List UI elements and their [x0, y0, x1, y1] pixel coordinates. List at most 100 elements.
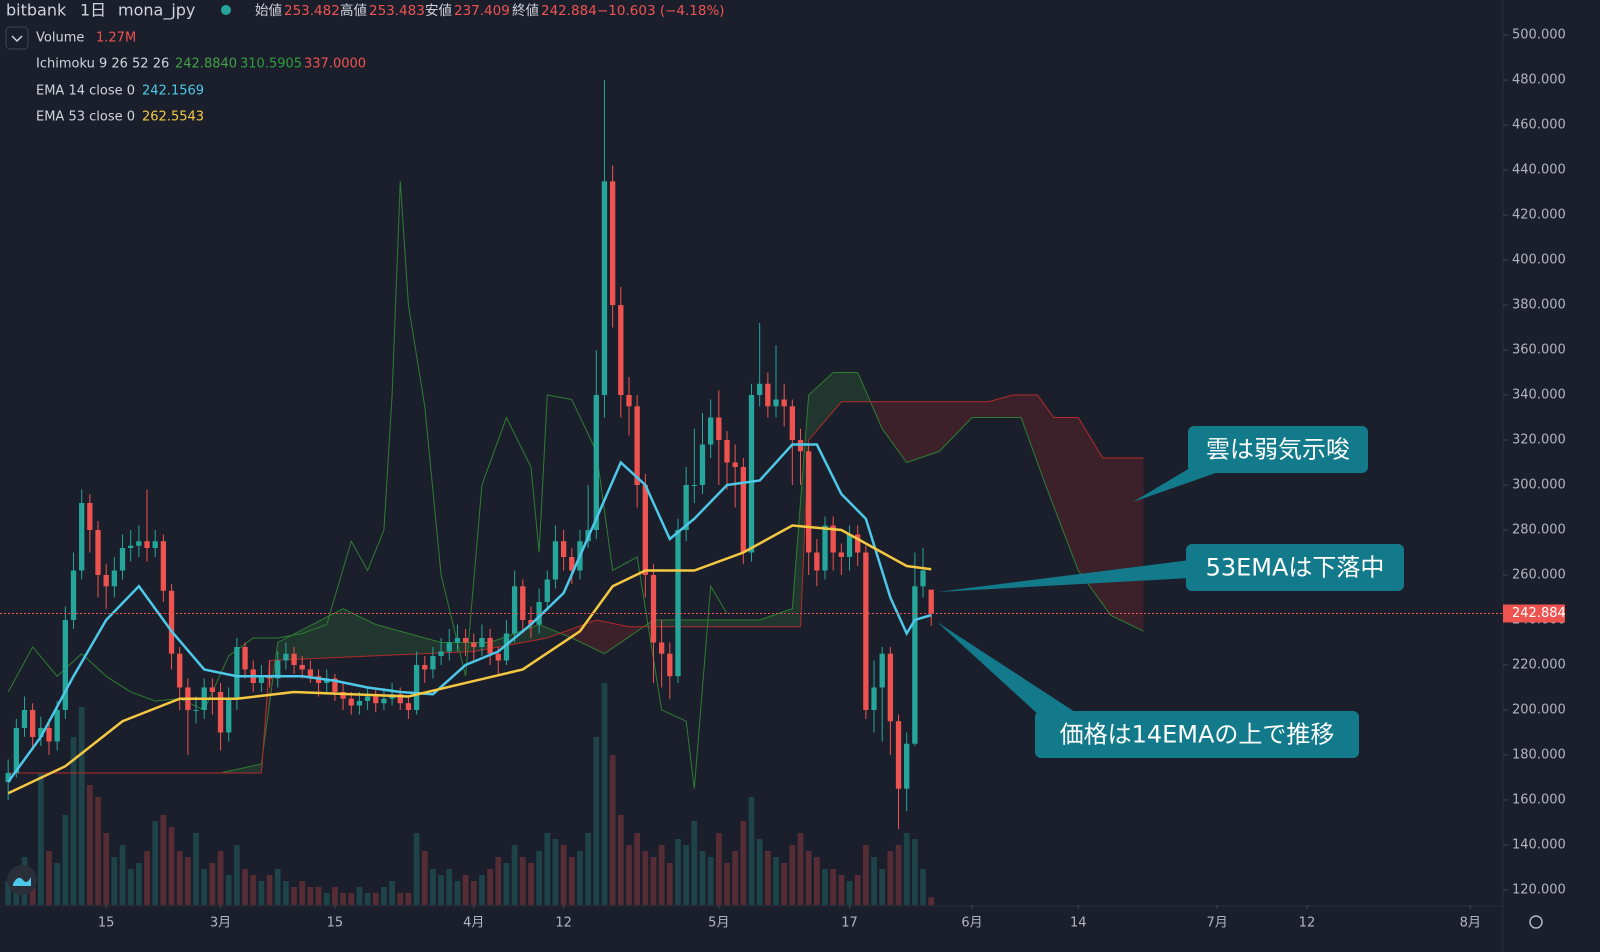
candle-body: [536, 601, 542, 625]
volume-bar: [364, 893, 371, 905]
volume-bar: [593, 737, 600, 905]
candle-body: [806, 451, 812, 553]
candle-body: [879, 653, 885, 688]
candle-body: [193, 709, 199, 711]
price-tag-label: 242.884: [1512, 606, 1566, 621]
candle-body: [152, 541, 158, 548]
candle-body: [863, 552, 869, 710]
candle-body: [381, 698, 387, 704]
volume-bar: [307, 887, 314, 905]
volume-bar: [397, 893, 404, 905]
candle-body: [650, 574, 657, 643]
volume-bar: [185, 857, 191, 905]
volume-bar: [421, 851, 428, 905]
candle-body: [217, 691, 224, 733]
volume-bar: [266, 875, 273, 905]
volume-bar: [136, 863, 142, 905]
volume-bar: [862, 845, 869, 905]
collapse-button[interactable]: [5, 26, 29, 50]
interval[interactable]: 1日: [80, 1, 106, 20]
candle-body: [438, 651, 444, 656]
callout-tail: [937, 560, 1190, 592]
candle-body: [683, 485, 689, 530]
volume-bar: [495, 857, 502, 905]
volume-bar: [111, 857, 118, 905]
volume-bar: [626, 845, 632, 905]
volume-bar: [438, 875, 444, 905]
volume-bar: [323, 893, 330, 905]
volume-bar: [650, 857, 657, 905]
x-tick-label: 8月: [1460, 916, 1481, 931]
candle-body: [348, 698, 354, 706]
volume-bar: [54, 863, 61, 905]
callout-tail: [937, 622, 1075, 716]
settings-icon[interactable]: [1529, 915, 1543, 929]
volume-bar: [822, 869, 828, 905]
y-tick-label: 200.000: [1512, 702, 1566, 717]
volume-bar: [144, 851, 150, 905]
legend-value: 310.5905: [240, 57, 302, 72]
candle-body: [642, 485, 648, 575]
volume-bar: [675, 839, 681, 905]
volume-bar: [479, 875, 485, 905]
volume-bar: [332, 887, 338, 905]
candle-body: [5, 772, 11, 782]
volume-bar: [797, 833, 804, 905]
volume-bar: [699, 851, 706, 905]
callout-box: [1035, 711, 1359, 758]
volume-bar: [560, 845, 567, 905]
candle-body: [699, 444, 706, 486]
candle-body: [471, 642, 477, 647]
y-tick-label: 440.000: [1512, 163, 1566, 178]
candle-body: [855, 534, 861, 553]
volume-bar: [225, 875, 232, 905]
volume-bar: [928, 897, 935, 905]
volume-bar: [871, 857, 877, 905]
volume-bar: [5, 881, 12, 905]
candle-body: [332, 678, 338, 692]
volume-bar: [152, 821, 159, 905]
legend-label: Volume: [36, 31, 84, 46]
volume-bar: [715, 833, 722, 905]
legend-value: 242.8840: [175, 57, 237, 72]
candle-body: [177, 653, 183, 688]
candle-body: [708, 417, 714, 445]
volume-bar: [193, 833, 199, 905]
candle-body: [732, 462, 738, 468]
x-tick-label: 14: [1070, 916, 1087, 931]
candle-body: [609, 181, 616, 306]
candle-body: [144, 541, 150, 548]
candle-body: [479, 637, 485, 647]
volume-bar: [315, 887, 322, 905]
span-b: [8, 394, 1144, 774]
volume-bar: [274, 869, 281, 905]
logo-icon: [13, 877, 31, 886]
candle-body: [340, 691, 346, 699]
candle-body: [675, 529, 681, 677]
candle-body: [658, 642, 665, 654]
x-tick-label: 17: [841, 916, 858, 931]
volume-bar: [405, 893, 412, 905]
logo[interactable]: [7, 865, 37, 895]
ohlc-label: 始値: [255, 3, 282, 19]
candle-body: [21, 709, 28, 728]
status-dot: [221, 5, 231, 15]
volume-bar: [258, 881, 265, 905]
callout-box: [1186, 544, 1404, 591]
callout-text: 雲は弱気示唆: [1206, 436, 1350, 464]
volume-bar: [340, 893, 346, 905]
candle-body: [748, 395, 755, 553]
y-tick-label: 140.000: [1512, 837, 1566, 852]
volume-bar: [462, 875, 469, 905]
volume-bar: [577, 851, 583, 905]
volume-bar: [37, 773, 44, 905]
volume-bar: [242, 869, 248, 905]
volume-bar: [912, 839, 918, 905]
symbol[interactable]: mona_jpy: [118, 1, 195, 21]
candle-body: [822, 525, 828, 571]
volume-bar: [609, 755, 616, 905]
candle-body: [79, 503, 85, 571]
y-tick-label: 400.000: [1512, 253, 1566, 268]
candle-body: [691, 485, 697, 487]
